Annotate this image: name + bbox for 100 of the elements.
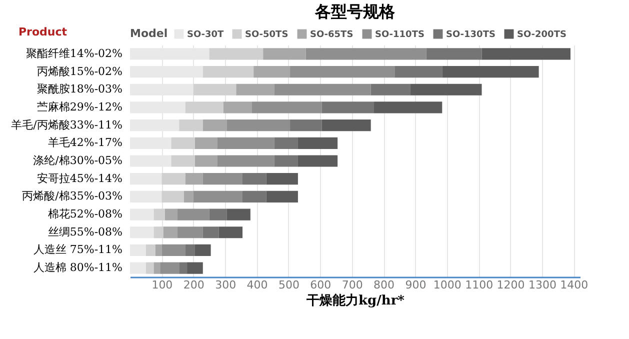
chart-title: 各型号规格 xyxy=(314,2,396,21)
bar xyxy=(442,66,539,78)
bar xyxy=(179,120,203,132)
bar xyxy=(130,262,146,274)
y-tick-label: 聚酰胺18%-03% xyxy=(36,82,122,96)
bar xyxy=(218,226,242,238)
bar xyxy=(298,155,338,167)
bar xyxy=(130,190,162,202)
legend-label: SO-110TS xyxy=(375,30,424,40)
bar xyxy=(163,226,178,238)
bar xyxy=(306,48,426,60)
y-tick-label: 人造棉 80%-11% xyxy=(33,261,122,274)
bar xyxy=(178,226,203,238)
x-tick-label: 900 xyxy=(405,278,426,292)
bar xyxy=(394,66,442,78)
bar xyxy=(209,208,227,220)
bar xyxy=(482,48,570,60)
legend-label: SO-50TS xyxy=(245,30,288,40)
bar xyxy=(226,120,290,132)
x-tick-label: 1200 xyxy=(496,278,525,292)
bar xyxy=(130,244,146,256)
y-tick-label: 涤纶/棉30%-05% xyxy=(33,154,122,167)
bar xyxy=(179,262,188,274)
bar xyxy=(410,84,482,96)
bar xyxy=(154,208,165,220)
bar xyxy=(185,173,203,185)
bar xyxy=(202,120,227,132)
bar xyxy=(322,102,374,114)
bar xyxy=(130,208,154,220)
bar xyxy=(202,226,219,238)
x-tick-label: 1400 xyxy=(560,278,588,292)
y-tick-label: 丙烯酸15%-02% xyxy=(36,64,122,78)
x-tick-label: 300 xyxy=(215,278,236,292)
bar xyxy=(155,244,162,256)
legend-label: SO-130TS xyxy=(446,30,496,40)
bar xyxy=(193,84,236,96)
bar xyxy=(202,66,254,78)
bar xyxy=(426,48,482,60)
bar xyxy=(146,262,154,274)
bar xyxy=(194,137,218,149)
bar xyxy=(236,84,274,96)
x-tick-label: 1000 xyxy=(433,278,462,292)
bar xyxy=(171,137,195,149)
y-tick-label: 丝绸55%-08% xyxy=(48,225,122,238)
bar xyxy=(274,155,298,167)
x-tick-label: 700 xyxy=(342,278,363,292)
x-tick-label: 800 xyxy=(374,278,395,292)
bar xyxy=(217,155,274,167)
bar xyxy=(298,137,338,149)
bar xyxy=(242,190,266,202)
x-tick-label: 200 xyxy=(183,278,204,292)
bar xyxy=(374,102,442,114)
bar xyxy=(130,226,154,238)
bar xyxy=(160,262,180,274)
bar xyxy=(194,155,218,167)
bar xyxy=(370,84,410,96)
bar xyxy=(266,190,298,202)
x-tick-label: 1300 xyxy=(528,278,556,292)
x-tick-label: 400 xyxy=(246,278,268,292)
legend-label: SO-200TS xyxy=(517,30,566,40)
y-tick-label: 安哥拉45%-14% xyxy=(36,172,122,185)
y-tick-label: 丙烯酸/棉35%-03% xyxy=(22,190,122,203)
bar xyxy=(266,173,298,185)
bar xyxy=(162,244,186,256)
bar xyxy=(274,84,371,96)
bar xyxy=(202,173,242,185)
bar xyxy=(130,173,162,185)
bar xyxy=(223,102,252,114)
bar xyxy=(194,244,211,256)
bar xyxy=(178,208,210,220)
bar xyxy=(184,190,194,202)
x-axis-title: 干燥能力kg/hr* xyxy=(306,292,405,308)
bar xyxy=(290,66,395,78)
x-tick-label: 100 xyxy=(152,278,173,292)
y-tick-label: 聚酯纤维14%-02% xyxy=(26,46,122,60)
bar xyxy=(274,137,298,149)
y-tick-label: 棉花52%-08% xyxy=(48,208,122,221)
bar xyxy=(162,190,184,202)
y-tick-label: 苎麻棉29%-12% xyxy=(36,100,122,114)
bar xyxy=(242,173,266,185)
bar xyxy=(185,244,195,256)
y-axis-title: Product xyxy=(18,26,68,38)
bar xyxy=(209,48,264,60)
bar xyxy=(252,102,322,114)
bar xyxy=(226,208,250,220)
bar xyxy=(171,155,195,167)
y-tick-label: 羊毛/丙烯酸33%-11% xyxy=(11,118,122,132)
bar xyxy=(185,102,224,114)
bar xyxy=(217,137,274,149)
legend-label: SO-65TS xyxy=(310,30,354,40)
bar xyxy=(290,120,322,132)
y-tick-label: 人造丝 75%-11% xyxy=(33,243,122,256)
x-tick-label: 500 xyxy=(278,278,300,292)
legend-label: SO-30T xyxy=(187,30,225,40)
bar xyxy=(162,173,186,185)
bar xyxy=(322,120,371,132)
legend-title: Model xyxy=(130,27,168,40)
bar xyxy=(154,262,160,274)
x-tick-label: 1100 xyxy=(465,278,494,292)
bar xyxy=(154,226,164,238)
